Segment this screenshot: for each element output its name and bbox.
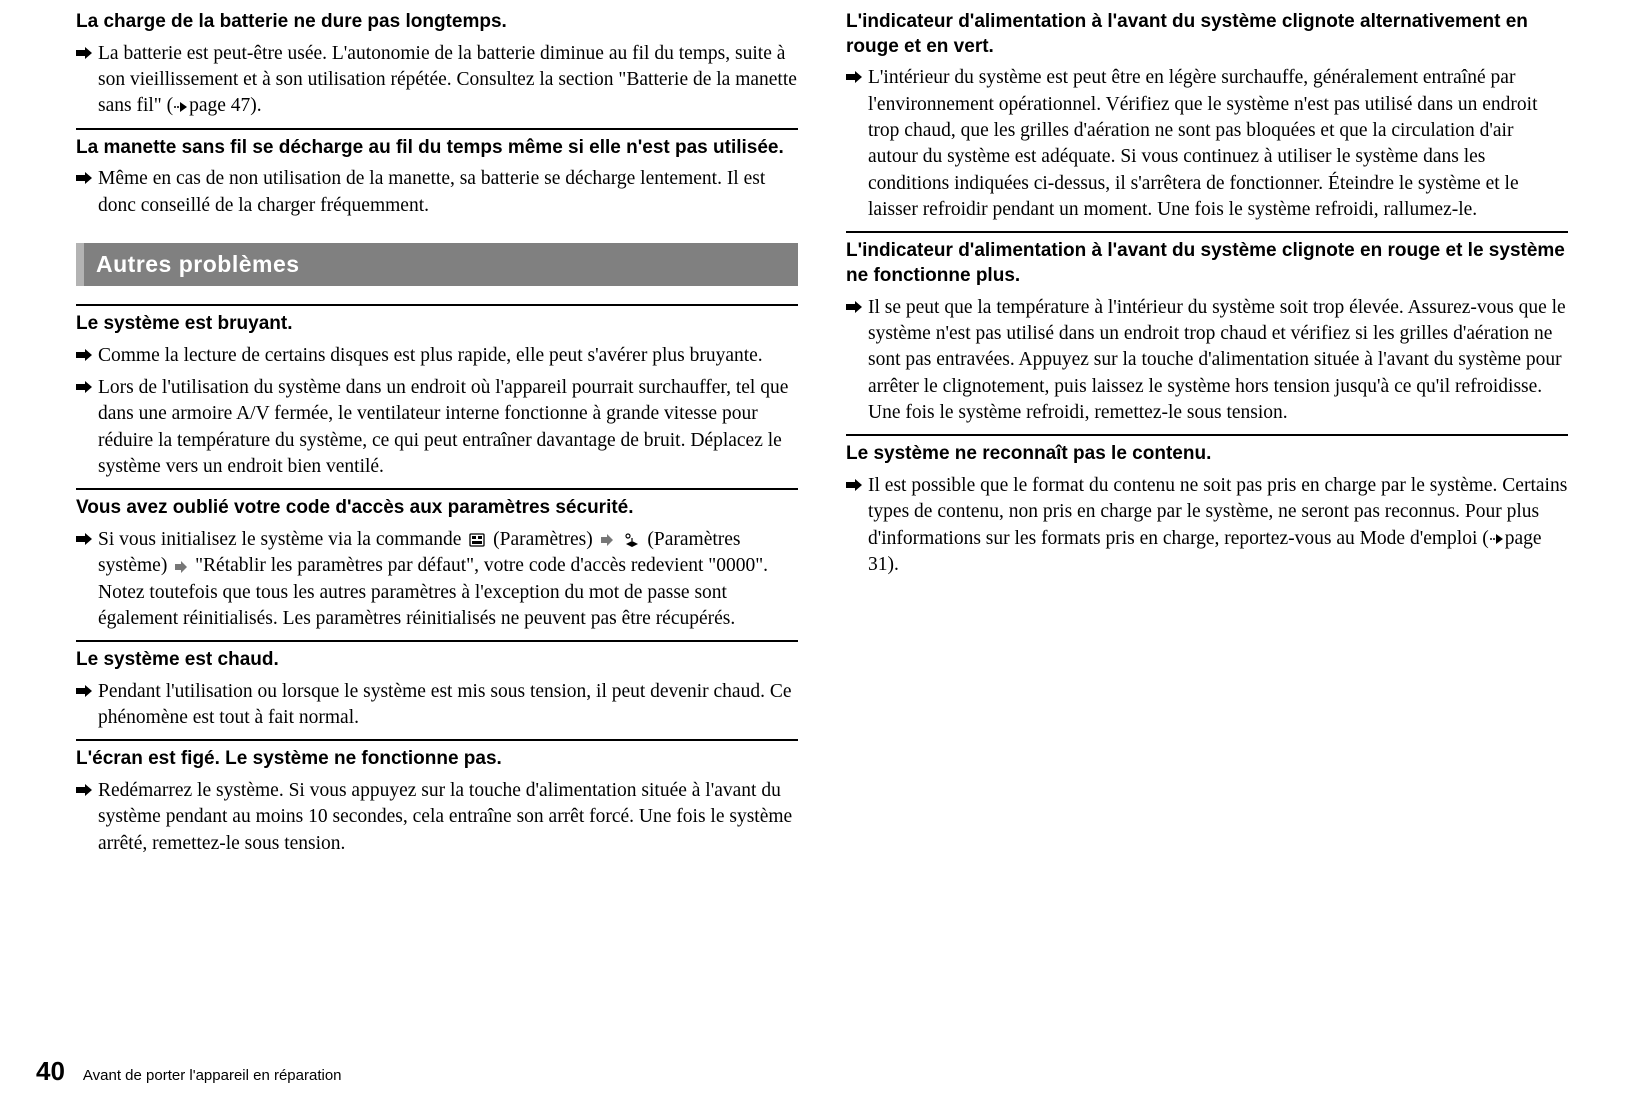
bullet-text: Même en cas de non utilisation de la man… <box>98 166 798 219</box>
footer-text: Avant de porter l'appareil en réparation <box>83 1067 342 1084</box>
bullet-arrow-icon <box>76 679 98 697</box>
bullet-arrow-icon <box>76 166 98 184</box>
issue-heading: Le système ne reconnaît pas le contenu. <box>846 434 1568 467</box>
bullet-text: Si vous initialisez le système via la co… <box>98 527 798 632</box>
bullet-item: L'intérieur du système est peut être en … <box>846 65 1568 223</box>
issue-heading: Le système est bruyant. <box>76 304 798 337</box>
issue-block: L'écran est figé. Le système ne fonction… <box>76 739 798 857</box>
bullet-item: Redémarrez le système. Si vous appuyez s… <box>76 778 798 857</box>
right-column: L'indicateur d'alimentation à l'avant du… <box>846 10 1568 865</box>
bullet-text: L'intérieur du système est peut être en … <box>868 65 1568 223</box>
crumb-arrow-icon <box>175 561 187 573</box>
issue-heading: Vous avez oublié votre code d'accès aux … <box>76 488 798 521</box>
bullet-text: Il se peut que la température à l'intéri… <box>868 295 1568 427</box>
left-column: La charge de la batterie ne dure pas lon… <box>76 10 798 865</box>
section-banner: Autres problèmes <box>76 243 798 286</box>
settings-icon <box>469 533 485 547</box>
issue-block: La charge de la batterie ne dure pas lon… <box>76 10 798 120</box>
issue-block: Le système est chaud. Pendant l'utilisat… <box>76 640 798 731</box>
bullet-text: Redémarrez le système. Si vous appuyez s… <box>98 778 798 857</box>
bullet-item: Il se peut que la température à l'intéri… <box>846 295 1568 427</box>
issue-block: Le système est bruyant. Comme la lecture… <box>76 304 798 480</box>
issue-heading: L'indicateur d'alimentation à l'avant du… <box>846 10 1568 59</box>
bullet-item: Si vous initialisez le système via la co… <box>76 527 798 632</box>
bullet-arrow-icon <box>76 375 98 393</box>
bullet-arrow-icon <box>846 473 868 491</box>
xref-icon <box>173 102 189 112</box>
bullet-text: Pendant l'utilisation ou lorsque le syst… <box>98 679 798 732</box>
bullet-text: Comme la lecture de certains disques est… <box>98 343 798 369</box>
page-footer: 40 Avant de porter l'appareil en réparat… <box>36 1056 342 1087</box>
issue-heading: La manette sans fil se décharge au fil d… <box>76 128 798 161</box>
page-columns: La charge de la batterie ne dure pas lon… <box>76 10 1568 865</box>
crumb-arrow-icon <box>601 534 613 546</box>
xref-icon <box>1489 534 1505 544</box>
issue-block: L'indicateur d'alimentation à l'avant du… <box>846 231 1568 426</box>
bullet-item: La batterie est peut-être usée. L'autono… <box>76 41 798 120</box>
bullet-item: Lors de l'utilisation du système dans un… <box>76 375 798 480</box>
bullet-arrow-icon <box>76 343 98 361</box>
bullet-item: Il est possible que le format du contenu… <box>846 473 1568 578</box>
bullet-arrow-icon <box>76 778 98 796</box>
issue-block: La manette sans fil se décharge au fil d… <box>76 128 798 219</box>
bullet-text: La batterie est peut-être usée. L'autono… <box>98 41 798 120</box>
issue-heading: L'écran est figé. Le système ne fonction… <box>76 739 798 772</box>
bullet-text: Il est possible que le format du contenu… <box>868 473 1568 578</box>
issue-block: Le système ne reconnaît pas le contenu. … <box>846 434 1568 578</box>
page-number: 40 <box>36 1056 65 1087</box>
bullet-text: Lors de l'utilisation du système dans un… <box>98 375 798 480</box>
issue-heading: L'indicateur d'alimentation à l'avant du… <box>846 231 1568 288</box>
issue-heading: La charge de la batterie ne dure pas lon… <box>76 10 798 35</box>
issue-block: Vous avez oublié votre code d'accès aux … <box>76 488 798 632</box>
bullet-arrow-icon <box>76 41 98 59</box>
bullet-arrow-icon <box>846 295 868 313</box>
bullet-item: Pendant l'utilisation ou lorsque le syst… <box>76 679 798 732</box>
bullet-arrow-icon <box>846 65 868 83</box>
bullet-arrow-icon <box>76 527 98 545</box>
issue-block: L'indicateur d'alimentation à l'avant du… <box>846 10 1568 223</box>
issue-heading: Le système est chaud. <box>76 640 798 673</box>
system-settings-icon <box>624 532 640 548</box>
bullet-item: Même en cas de non utilisation de la man… <box>76 166 798 219</box>
bullet-item: Comme la lecture de certains disques est… <box>76 343 798 369</box>
